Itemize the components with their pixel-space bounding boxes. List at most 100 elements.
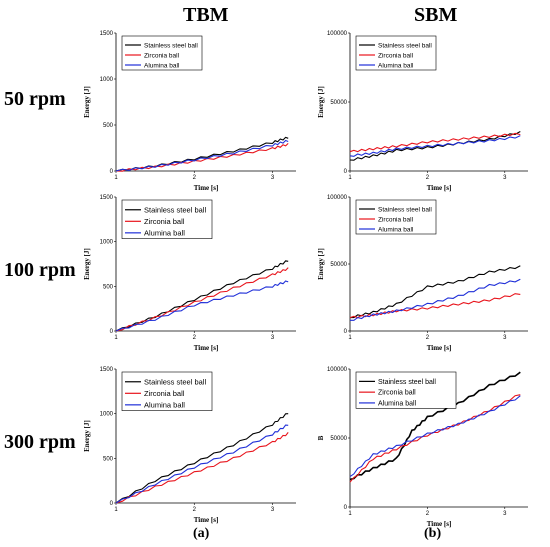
series-line-0: [349, 131, 521, 161]
y-tick-label: 0: [344, 329, 348, 335]
y-tick-label: 0: [110, 329, 114, 335]
x-axis-label: Time [s]: [194, 516, 219, 524]
y-tick-label: 1000: [100, 240, 114, 246]
legend-label: Stainless steel ball: [378, 379, 436, 386]
y-axis-label: B: [317, 435, 325, 440]
legend-label: Alumina ball: [378, 226, 414, 233]
legend-label: Alumina ball: [378, 62, 414, 69]
y-axis-label: Energy [J]: [83, 86, 91, 118]
legend-label: Stainless steel ball: [144, 42, 198, 49]
series-line-1: [115, 267, 289, 332]
series-line-0: [115, 136, 289, 172]
x-axis-label: Time [s]: [427, 520, 452, 528]
y-axis-label: Energy [J]: [83, 248, 91, 280]
x-tick-label: 3: [271, 175, 275, 181]
chart-panel-3: 0 50000 100000 1 2 3 Time [s] Energy [J] Stainle…: [317, 195, 528, 352]
x-axis-label: Time [s]: [194, 344, 219, 352]
series-line-2: [115, 139, 289, 172]
caption-a: (a): [193, 526, 210, 541]
series-line-2: [115, 280, 289, 332]
series-line-0: [350, 265, 521, 319]
series-line-2: [349, 395, 521, 478]
y-tick-label: 1000: [100, 412, 114, 418]
chart-panel-5: 0 50000 100000 1 2 3 Time [s] B Stainless steel …: [317, 367, 528, 528]
y-tick-label: 0: [344, 169, 348, 175]
x-tick-label: 3: [503, 175, 507, 181]
y-tick-label: 1000: [100, 77, 114, 83]
y-tick-label: 500: [103, 456, 114, 462]
x-axis-label: Time [s]: [427, 184, 452, 192]
series-line-0: [115, 413, 289, 504]
y-tick-label: 100000: [327, 195, 348, 201]
legend-label: Alumina ball: [378, 400, 417, 407]
row-title-50rpm: 50 rpm: [4, 88, 66, 110]
legend-box: [121, 35, 203, 71]
legend-label: Zirconia ball: [144, 217, 185, 226]
y-tick-label: 100000: [327, 31, 348, 37]
x-tick-label: 2: [426, 511, 430, 517]
x-tick-label: 2: [426, 175, 430, 181]
legend-box: [355, 371, 457, 409]
y-tick-label: 50000: [330, 100, 347, 106]
legend-label: Stainless steel ball: [144, 377, 206, 386]
x-tick-label: 3: [503, 511, 507, 517]
y-axis-label: Energy [J]: [83, 420, 91, 452]
y-tick-label: 50000: [330, 436, 347, 442]
x-tick-label: 1: [348, 335, 352, 341]
series-line-1: [115, 143, 289, 172]
series-line-0: [115, 260, 289, 332]
legend-label: Zirconia ball: [378, 216, 414, 223]
legend-label: Stainless steel ball: [144, 205, 206, 214]
legend-box: [355, 35, 437, 71]
x-tick-label: 1: [114, 335, 118, 341]
legend-box: [355, 199, 437, 235]
y-tick-label: 500: [103, 123, 114, 129]
legend-box: [121, 199, 213, 239]
y-tick-label: 50000: [330, 262, 347, 268]
row-title-100rpm: 100 rpm: [4, 259, 76, 281]
y-tick-label: 1500: [100, 31, 114, 37]
series-line-2: [115, 424, 289, 504]
x-axis-label: Time [s]: [427, 344, 452, 352]
series-line-0: [349, 371, 521, 481]
row-title-300rpm: 300 rpm: [4, 431, 76, 453]
y-tick-label: 1500: [100, 195, 114, 201]
x-tick-label: 1: [348, 511, 352, 517]
y-tick-label: 500: [103, 284, 114, 290]
x-tick-label: 2: [193, 335, 197, 341]
x-tick-label: 3: [271, 335, 275, 341]
legend-label: Stainless steel ball: [378, 206, 432, 213]
chart-panel-1: 0 50000 100000 1 2 3 Time [s] Energy [J] Stainle…: [317, 31, 528, 192]
series-line-1: [115, 432, 289, 504]
series-line-2: [349, 135, 521, 157]
chart-panel-0: 0 500 1000 1500 1 2 3 Time [s] Energy [J] Stainle…: [83, 31, 296, 192]
y-tick-label: 0: [110, 501, 114, 507]
chart-panel-4: 0 500 1000 1500 1 2 3 Time [s] Energy [J] Stainle…: [83, 367, 296, 524]
legend-label: Zirconia ball: [378, 52, 414, 59]
x-tick-label: 3: [503, 335, 507, 341]
legend-label: Alumina ball: [144, 228, 185, 237]
series-line-2: [350, 278, 521, 321]
caption-b: (b): [424, 526, 442, 541]
x-tick-label: 1: [114, 175, 118, 181]
y-tick-label: 0: [344, 505, 348, 511]
column-title-tbm: TBM: [183, 4, 229, 26]
legend-label: Alumina ball: [144, 62, 180, 69]
x-tick-label: 3: [271, 507, 275, 513]
legend-label: Zirconia ball: [144, 389, 185, 398]
legend-label: Stainless steel ball: [378, 42, 432, 49]
x-tick-label: 1: [348, 175, 352, 181]
y-tick-label: 100000: [327, 367, 348, 373]
y-axis-label: Energy [J]: [317, 86, 325, 118]
x-tick-label: 2: [426, 335, 430, 341]
x-tick-label: 2: [193, 507, 197, 513]
y-tick-label: 0: [110, 169, 114, 175]
x-tick-label: 1: [114, 507, 118, 513]
legend-box: [121, 371, 213, 411]
legend-label: Zirconia ball: [144, 52, 180, 59]
y-axis-label: Energy [J]: [317, 248, 325, 280]
column-title-sbm: SBM: [414, 4, 458, 26]
legend-label: Alumina ball: [144, 400, 185, 409]
series-line-1: [349, 293, 521, 319]
